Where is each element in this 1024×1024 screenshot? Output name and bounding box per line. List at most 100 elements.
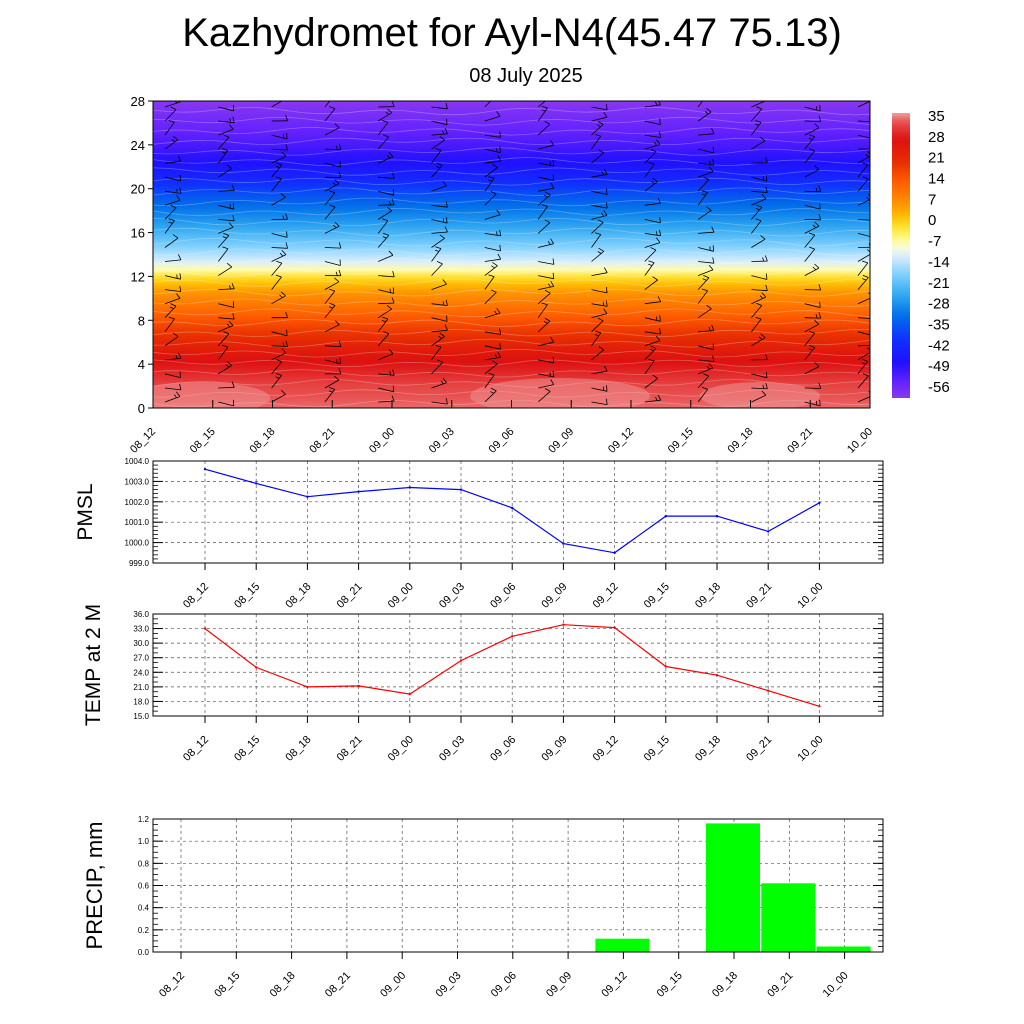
data-point <box>613 551 616 554</box>
cross-section-chart: 0 4 8 12 16 20 24 28 08_12 08_15 08_18 08_21 09_00 09… <box>128 94 875 456</box>
y-tick-label: 1004.0 <box>125 457 150 466</box>
wind-barb <box>857 358 869 375</box>
wind-barb <box>698 343 714 350</box>
wind-barb <box>271 242 288 249</box>
data-point <box>767 689 770 692</box>
wind-barb <box>644 328 661 335</box>
wind-barb <box>697 304 712 319</box>
wind-barb <box>751 156 768 164</box>
colorbar-label: -21 <box>928 275 950 292</box>
wind-barb <box>378 287 395 294</box>
wind-barb <box>324 387 336 403</box>
wind-barb <box>804 345 816 361</box>
wind-barb <box>377 108 393 122</box>
wind-barb <box>378 250 394 262</box>
colorbar-label: -35 <box>928 316 950 333</box>
wind-barb <box>484 262 498 276</box>
wind-barb <box>857 176 869 192</box>
wind-barb <box>218 331 230 347</box>
wind-barb <box>324 101 331 108</box>
wind-barb <box>271 213 288 220</box>
wind-barb <box>431 359 443 375</box>
wind-barb <box>431 162 443 178</box>
wind-barb <box>591 308 608 319</box>
wind-barb <box>644 335 661 347</box>
wind-barb <box>164 383 182 391</box>
wind-barb <box>804 221 820 234</box>
heatmap-x-tick-label: 09_00 <box>367 426 397 456</box>
wind-barb <box>324 375 340 389</box>
wind-barb <box>431 332 445 347</box>
wind-barb <box>431 136 445 150</box>
data-point <box>357 684 360 688</box>
wind-barb <box>697 288 708 304</box>
data-point <box>715 514 719 518</box>
wind-barb <box>164 391 181 403</box>
wind-barb <box>271 373 282 389</box>
wind-barb <box>271 101 283 108</box>
wind-barb <box>698 355 715 362</box>
bar <box>761 883 816 952</box>
heatmap-y-tick-label: 24 <box>131 138 145 153</box>
wind-barb <box>804 123 820 136</box>
wind-barb <box>804 104 821 112</box>
wind-barb <box>484 244 501 252</box>
x-tick-label: 08_21 <box>335 734 365 764</box>
wind-barb <box>644 229 661 237</box>
wind-barb <box>378 348 394 361</box>
wind-barb <box>644 197 661 206</box>
wind-barb <box>377 134 390 150</box>
page-title: Kazhydromet for Ayl-N4(45.47 75.13) <box>182 11 842 55</box>
data-point <box>715 674 719 677</box>
wind-barb <box>377 232 390 248</box>
x-tick-label: 08_12 <box>181 734 211 764</box>
wind-barb <box>484 360 498 375</box>
wind-barb <box>484 343 501 350</box>
wind-barb <box>378 385 395 393</box>
colorbar-label: -49 <box>928 358 950 375</box>
wind-barb <box>324 143 342 151</box>
wind-barb <box>324 123 340 136</box>
wind-barb <box>218 116 235 124</box>
x-tick-label: 10_00 <box>821 970 851 1000</box>
wind-barb <box>218 134 230 150</box>
wind-barb <box>751 204 763 220</box>
wind-barb <box>591 398 608 405</box>
wind-barb <box>697 108 712 122</box>
wind-barb <box>698 245 714 252</box>
wind-barb <box>751 333 766 347</box>
wind-barb <box>644 296 662 305</box>
data-point <box>255 482 258 485</box>
x-tick-label: 09_21 <box>744 734 774 764</box>
wind-barb <box>164 352 182 361</box>
wind-barb <box>324 269 342 277</box>
data-point <box>408 486 411 489</box>
data-point <box>255 666 258 669</box>
wind-barb <box>591 300 608 307</box>
wind-barb <box>324 340 342 347</box>
wind-barb <box>804 399 821 407</box>
wind-barb <box>271 329 288 337</box>
wind-barb <box>484 146 501 154</box>
data-point <box>203 627 207 630</box>
wind-barb <box>377 206 393 220</box>
wind-barb <box>644 177 658 192</box>
wind-barb <box>644 148 657 164</box>
x-tick-label: 09_06 <box>488 734 518 764</box>
x-tick-label: 08_12 <box>181 581 211 611</box>
wind-barb <box>431 324 448 333</box>
wind-barb <box>271 274 282 290</box>
wind-barb <box>271 132 288 140</box>
wind-barb <box>698 325 715 333</box>
wind-barb <box>431 344 442 361</box>
wind-barb <box>324 288 336 304</box>
wind-barb <box>218 301 235 308</box>
wind-barb <box>537 204 548 220</box>
x-tick-label: 09_21 <box>744 581 774 611</box>
wind-barb <box>164 120 175 136</box>
x-tick-label: 09_00 <box>386 734 416 764</box>
heatmap-y-tick-label: 0 <box>138 401 145 416</box>
wind-barb <box>271 311 288 319</box>
x-tick-label: 09_15 <box>655 970 685 1000</box>
